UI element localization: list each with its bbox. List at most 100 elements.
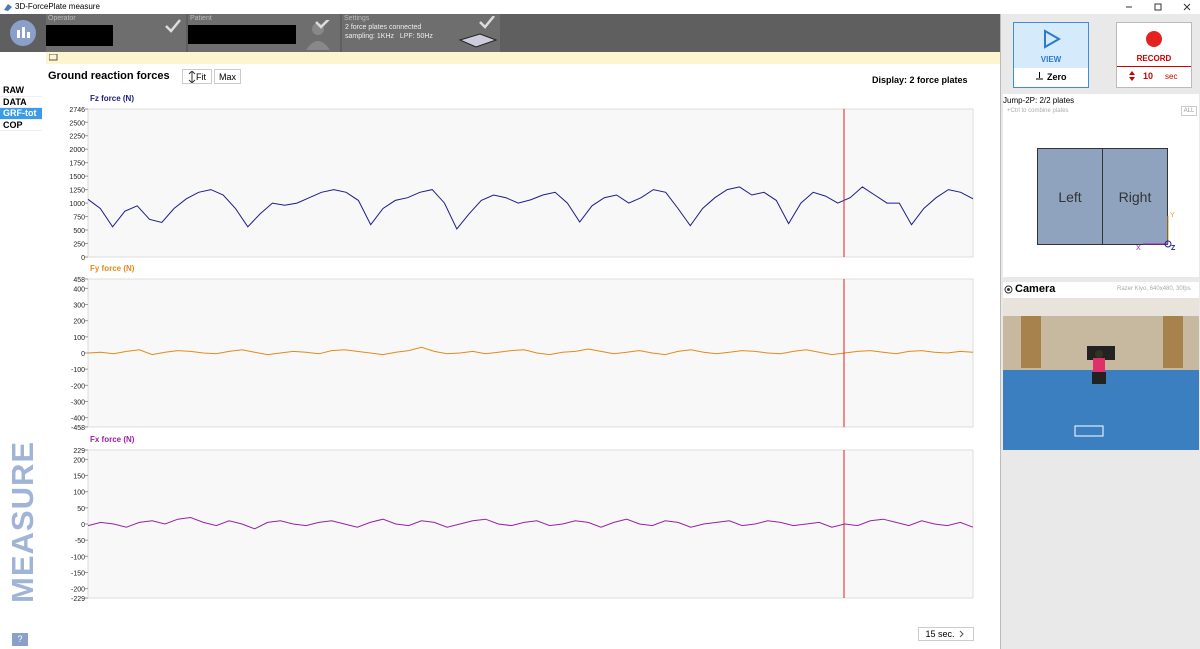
nav-item[interactable]: DATA [0,97,42,108]
y-tick-label: 100 [73,490,85,497]
camera-title: Camera [1015,283,1056,295]
zero-button[interactable]: Zero [1014,68,1088,87]
y-tick-label: 200 [73,319,85,326]
force-line [87,346,974,356]
y-tick-label: -150 [71,570,85,577]
y-tick-label: -458 [71,425,85,432]
camera-info: Razer Kiyo, 640x480, 30fps [1117,286,1191,292]
y-tick-label: 50 [77,506,85,513]
y-tick-label: -400 [71,416,85,423]
left-plate[interactable]: Left [1037,148,1103,245]
y-tick-label: -50 [75,538,85,545]
y-tick-label: -229 [71,596,85,603]
chart-title: Fz force (N) [90,95,134,103]
axis-y: Y [1170,212,1175,219]
y-tick-label: 1250 [69,188,85,195]
message-icon [49,54,58,61]
settings-box[interactable]: Settings 2 force plates connected sampli… [342,14,500,52]
display-info: Display: 2 force plates [872,75,968,85]
charts: Fz force (N)0250500750100012501500175020… [69,95,974,603]
patient-box[interactable]: Patient [188,14,340,52]
view-button[interactable]: VIEW Zero [1013,22,1089,88]
axes-icon [1143,216,1172,248]
duration: 10 [1143,71,1154,81]
fit-icon [188,70,196,83]
camera-radio[interactable] [1004,285,1013,294]
view-label: VIEW [1040,55,1062,64]
y-tick-label: 2250 [69,134,85,141]
next-icon [959,630,964,638]
y-tick-label: 2000 [69,147,85,154]
y-tick-label: 200 [73,457,85,464]
operator-label: Operator [48,15,76,22]
logo [10,20,36,46]
y-tick-label: 1750 [69,161,85,168]
header: Operator Patient Settings 2 force plates… [0,14,1000,52]
check-icon [165,19,181,33]
app-icon [4,4,12,11]
plate-icon [458,16,498,48]
y-tick-label: 250 [73,242,85,249]
y-tick-label: 500 [73,228,85,235]
nav-item[interactable]: COP [0,120,42,131]
fit-label: Fit [196,71,206,82]
side-panel: VIEW Zero RECORD 10 sec Jump-2P: 2/2 pla… [1000,14,1200,649]
nav-item[interactable]: RAW [0,85,42,97]
y-tick-label: -100 [71,367,85,374]
record-button[interactable]: RECORD 10 sec [1116,22,1192,88]
force-line [87,186,974,230]
zero-label: Zero [1047,72,1067,82]
time-window: 15 sec. [925,629,955,639]
right-plate[interactable]: Right [1102,148,1168,245]
divider [1117,66,1191,67]
record-icon [1146,31,1162,47]
camera-feed [1003,298,1199,450]
y-tick-label: 300 [73,303,85,310]
patient-label: Patient [190,15,212,22]
spin-icon[interactable] [1129,70,1135,82]
section-title: Ground reaction forces [48,70,170,82]
zero-icon [1036,72,1044,80]
plates-hint: +Ctrl to combine plates [1007,108,1069,114]
y-tick-label: -300 [71,399,85,406]
y-tick-label: 100 [73,335,85,342]
record-label: RECORD [1136,54,1172,63]
plates-title: Jump-2P: 2/2 plates [1003,96,1075,105]
mode-label: MEASURE [5,440,40,603]
all-button[interactable]: ALL [1181,106,1197,116]
force-line [87,516,974,530]
window-controls[interactable] [1120,0,1200,14]
settings-label: Settings [344,15,370,22]
operator-input[interactable] [46,25,113,46]
camera-panel: Camera Razer Kiyo, 640x480, 30fps [1003,282,1199,450]
nav-item[interactable]: GRF-tot [0,108,42,120]
y-tick-label: 2500 [69,120,85,127]
settings-sampling: sampling: 1KHz LPF: 50Hz [345,33,433,40]
patient-input[interactable] [188,25,296,44]
plot-area [87,108,974,258]
patient-icon [306,20,330,50]
nav: RAW DATA GRF-tot COP [0,85,42,131]
chart-title: Fy force (N) [90,264,135,273]
fit-button[interactable]: Fit [182,69,212,84]
duration-unit: sec [1165,72,1178,81]
y-tick-label: 0 [81,255,85,262]
time-window-button[interactable]: 15 sec. [918,627,974,641]
axis-z: Z [1171,245,1176,252]
y-tick-label: 229 [73,448,85,455]
play-icon [1044,29,1062,49]
title-bar: 3D-ForcePlate measure [0,0,1200,14]
max-button[interactable]: Max [214,69,241,84]
plates-panel: Jump-2P: 2/2 plates +Ctrl to combine pla… [1003,94,1199,277]
help-button[interactable]: ? [12,633,28,646]
chart-title: Fx force (N) [90,435,135,444]
settings-status: 2 force plates connected [345,24,422,31]
operator-box[interactable]: Operator [46,14,186,52]
y-tick-label: 1500 [69,174,85,181]
y-tick-label: 2746 [69,107,85,114]
y-tick-label: 458 [73,277,85,284]
y-tick-label: -200 [71,587,85,594]
message-strip [46,52,1000,64]
y-tick-label: 1000 [69,201,85,208]
